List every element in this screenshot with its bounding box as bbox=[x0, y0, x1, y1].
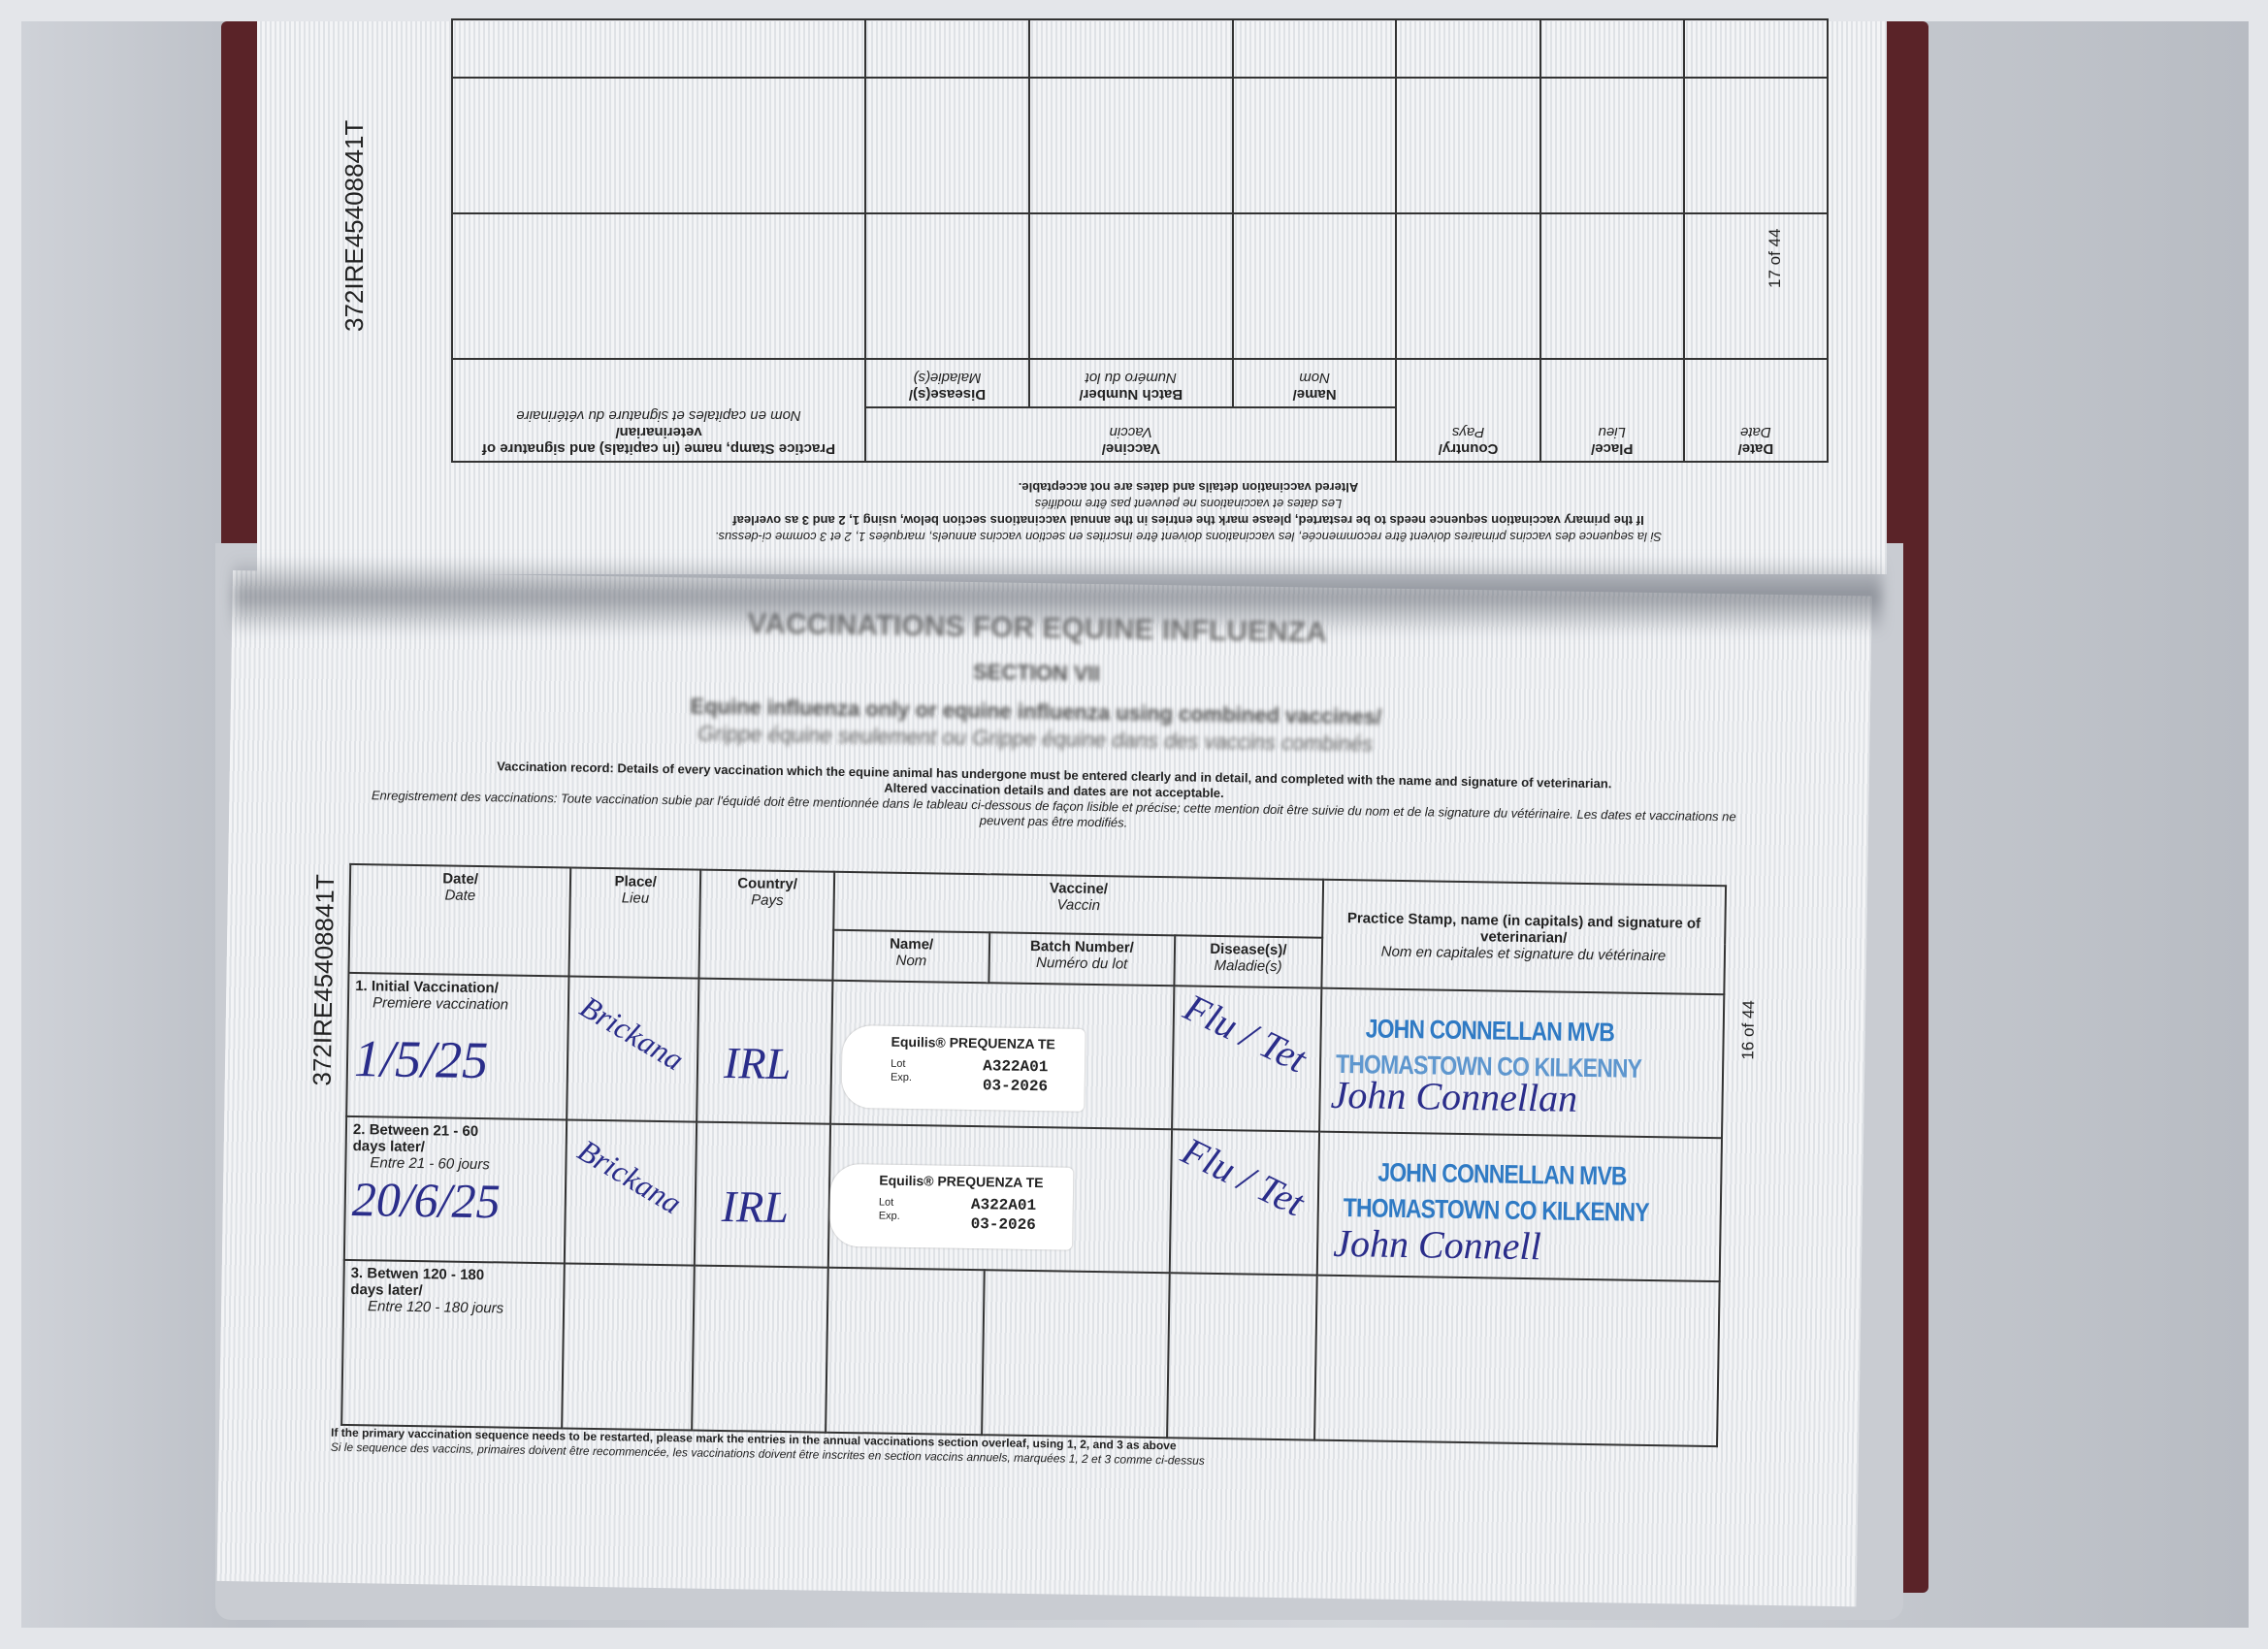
altered-fr: Les dates et vaccinations ne peuvent pas… bbox=[1034, 497, 1343, 511]
table-row bbox=[452, 78, 1828, 213]
page-16: VACCINATIONS FOR EQUINE INFLUENZA SECTIO… bbox=[216, 570, 1872, 1607]
sticker-labels: Lot Exp. bbox=[890, 1057, 913, 1084]
sticker-values: A322A01 03-2026 bbox=[982, 1057, 1049, 1096]
row-label-fr: Entre 120 - 180 jours bbox=[367, 1298, 504, 1317]
row-date-cell: 1. Initial Vaccination/ Premiere vaccina… bbox=[346, 972, 569, 1120]
row-label: 3. Betwen 120 - 180 days later/ bbox=[350, 1265, 485, 1300]
page-fold-shadow bbox=[233, 558, 1882, 635]
altered-en: Altered vaccination details and dates ar… bbox=[1018, 480, 1359, 495]
place-cell: Brickana bbox=[565, 1119, 697, 1266]
sticker-values: A322A01 03-2026 bbox=[970, 1196, 1037, 1235]
sticker-name: Equilis® PREQUENZA TE bbox=[891, 1033, 1055, 1052]
table-row bbox=[452, 19, 1828, 78]
vaccination-date: 1/5/25 bbox=[353, 1029, 489, 1090]
page-17-table: Date/Date Place/Lieu Country/Pays Vaccin… bbox=[451, 18, 1829, 463]
vaccine-sticker-cell: Equilis® PREQUENZA TE Lot Exp. A322A01 03-… bbox=[827, 1123, 1172, 1274]
country-cell: IRL bbox=[697, 978, 833, 1124]
stamp-line-1: JOHN CONNELLAN MVB bbox=[1365, 1014, 1615, 1048]
table-row: 2. Between 21 - 60 days later/ Entre 21 … bbox=[343, 1116, 1722, 1282]
country-value: IRL bbox=[723, 1038, 792, 1089]
table-row: 3. Betwen 120 - 180 days later/ Entre 12… bbox=[341, 1259, 1720, 1447]
page-number-16: 16 of 44 bbox=[1738, 999, 1759, 1060]
disease-value: Flu / Tet bbox=[1177, 985, 1313, 1082]
record-instructions: Vaccination record: Details of every vac… bbox=[365, 757, 1743, 840]
sticker-name: Equilis® PREQUENZA TE bbox=[879, 1172, 1044, 1191]
section-title: SECTION VII bbox=[972, 659, 1101, 687]
page-number-17: 17 of 44 bbox=[1766, 228, 1784, 288]
page-17: Si la sequence des vaccins primaires doi… bbox=[257, 18, 1887, 574]
row-label: 2. Between 21 - 60 days later/ bbox=[352, 1121, 479, 1156]
note-fr: Si la sequence des vaccins primaires doi… bbox=[714, 530, 1663, 544]
note-en: If the primary vaccination sequence need… bbox=[732, 513, 1644, 528]
passport-id-top: 372IRE45408841T bbox=[340, 119, 369, 332]
vet-signature: John Connell bbox=[1332, 1220, 1542, 1269]
vet-signature: John Connellan bbox=[1330, 1072, 1578, 1120]
sticker-labels: Lot Exp. bbox=[878, 1196, 900, 1222]
page-17-rotated: Si la sequence des vaccins primaires doi… bbox=[257, 18, 1887, 574]
place-value: Brickana bbox=[571, 1132, 689, 1221]
col-country: Country/Pays bbox=[698, 869, 835, 981]
table-row bbox=[452, 213, 1828, 359]
col-name: Name/Nom bbox=[1232, 359, 1397, 407]
col-date: Date/Date bbox=[348, 863, 571, 977]
page-17-notes: Si la sequence des vaccins primaires doi… bbox=[509, 479, 1867, 545]
disease-cell: Flu / Tet bbox=[1169, 1128, 1320, 1276]
vaccination-table: Date/Date Place/Lieu Country/Pays Vaccin… bbox=[340, 863, 1727, 1447]
col-place: Place/Lieu bbox=[568, 867, 701, 979]
col-vaccine: Vaccine/Vaccin bbox=[833, 871, 1324, 938]
disease-value: Flu / Tet bbox=[1175, 1128, 1312, 1225]
vaccination-date: 20/6/25 bbox=[351, 1172, 502, 1229]
place-value: Brickana bbox=[574, 988, 691, 1078]
vaccine-sticker: Equilis® PREQUENZA TE Lot Exp. A322A01 03-… bbox=[841, 1024, 1085, 1112]
country-value: IRL bbox=[721, 1180, 790, 1233]
col-country: Country/Pays bbox=[1396, 359, 1540, 462]
col-vaccine: Vaccine/Vaccin bbox=[865, 407, 1397, 462]
table-row: 1. Initial Vaccination/ Premiere vaccina… bbox=[346, 972, 1725, 1139]
row-label-fr: Premiere vaccination bbox=[372, 994, 509, 1014]
col-name: Name/Nom bbox=[832, 929, 990, 984]
col-disease: Disease(s)/Maladie(s) bbox=[865, 359, 1029, 407]
col-stamp: Practice Stamp, name (in capitals) and s… bbox=[452, 359, 866, 462]
col-disease: Disease(s)/Maladie(s) bbox=[1174, 935, 1323, 988]
country-cell: IRL bbox=[694, 1121, 831, 1268]
col-date: Date/Date bbox=[1683, 359, 1828, 462]
col-batch: Batch Number/Numéro du lot bbox=[988, 932, 1175, 986]
stamp-line-1: JOHN CONNELLAN MVB bbox=[1377, 1157, 1627, 1191]
col-place: Place/Lieu bbox=[1539, 359, 1684, 462]
vaccine-sticker-cell: Equilis® PREQUENZA TE Lot Exp. A322A01 03-… bbox=[830, 980, 1175, 1130]
stamp-cell: JOHN CONNELLAN MVB THOMASTOWN CO KILKENN… bbox=[1319, 987, 1725, 1139]
row-date-cell: 3. Betwen 120 - 180 days later/ Entre 12… bbox=[341, 1259, 566, 1429]
disease-cell: Flu / Tet bbox=[1171, 985, 1322, 1132]
row-date-cell: 2. Between 21 - 60 days later/ Entre 21 … bbox=[343, 1116, 567, 1264]
passport-id-bottom: 372IRE45408841T bbox=[307, 873, 340, 1086]
stamp-cell: JOHN CONNELLAN MVB THOMASTOWN CO KILKENN… bbox=[1316, 1131, 1722, 1282]
col-batch: Batch Number/Numéro du lot bbox=[1028, 359, 1233, 407]
vaccine-sticker: Equilis® PREQUENZA TE Lot Exp. A322A01 03-… bbox=[829, 1163, 1074, 1250]
col-stamp: Practice Stamp, name (in capitals) and s… bbox=[1321, 879, 1727, 995]
place-cell: Brickana bbox=[567, 976, 699, 1122]
